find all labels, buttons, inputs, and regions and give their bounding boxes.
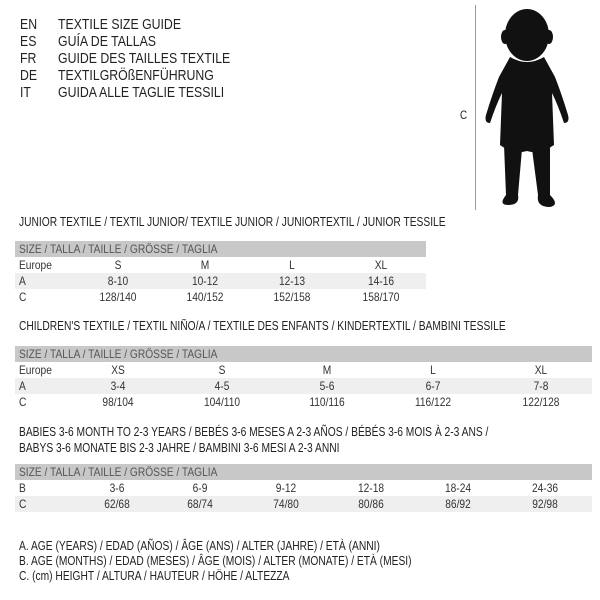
children-size-table: SIZE / TALLA / TAILLE / GRÖSSE / TAGLIA …: [15, 346, 592, 410]
table-cell: 9-12: [275, 481, 297, 495]
table-cell: 4-5: [214, 379, 230, 393]
baby-silhouette-icon: [485, 9, 569, 207]
table-cell: C: [19, 497, 27, 511]
table-cell: 5-6: [319, 379, 335, 393]
table-header: SIZE / TALLA / TAILLE / GRÖSSE / TAGLIA: [15, 241, 426, 257]
table-cell: M: [200, 258, 210, 272]
table-row: B 3-6 6-9 9-12 12-18 18-24 24-36: [15, 480, 592, 496]
table-cell: 80/86: [358, 497, 384, 511]
table-cell: 3-4: [110, 379, 126, 393]
lang-code: ES: [20, 33, 37, 50]
children-title: CHILDREN'S TEXTILE / TEXTIL NIÑO/A / TEX…: [19, 319, 506, 333]
height-label: C: [460, 108, 468, 122]
table-cell: 6-9: [192, 481, 208, 495]
table-cell: 92/98: [532, 497, 558, 511]
height-line: [475, 5, 476, 210]
table-cell: C: [19, 290, 27, 304]
table-row: A 3-4 4-5 5-6 6-7 7-8: [15, 378, 592, 394]
table-cell: 12-13: [278, 274, 306, 288]
table-cell: SIZE / TALLA / TAILLE / GRÖSSE / TAGLIA: [19, 465, 218, 479]
table-cell: 24-36: [531, 481, 559, 495]
table-cell: 18-24: [444, 481, 472, 495]
table-cell: 7-8: [533, 379, 549, 393]
table-row: Europe S M L XL: [15, 257, 426, 273]
junior-title: JUNIOR TEXTILE / TEXTIL JUNIOR/ TEXTILE …: [19, 215, 446, 229]
table-cell: L: [430, 363, 436, 377]
lang-code: EN: [20, 16, 38, 33]
table-cell: 98/104: [102, 395, 134, 409]
table-cell: 122/128: [522, 395, 560, 409]
table-cell: Europe: [19, 363, 52, 377]
legend-c: C. (cm) HEIGHT / ALTURA / HAUTEUR / HÖHE…: [19, 569, 290, 583]
lang-code: IT: [20, 84, 31, 101]
table-row: C 128/140 140/152 152/158 158/170: [15, 289, 426, 305]
table-cell: 8-10: [107, 274, 129, 288]
table-cell: 152/158: [273, 290, 311, 304]
table-cell: L: [289, 258, 295, 272]
lang-title: TEXTILGRÖßENFÜHRUNG: [58, 67, 214, 84]
junior-size-table: SIZE / TALLA / TAILLE / GRÖSSE / TAGLIA …: [15, 241, 426, 305]
table-cell: XL: [534, 363, 548, 377]
table-cell: 14-16: [367, 274, 395, 288]
table-cell: A: [19, 274, 26, 288]
babies-title-line1: BABIES 3-6 MONTH TO 2-3 YEARS / BEBÉS 3-…: [19, 425, 489, 439]
table-cell: B: [19, 481, 26, 495]
lang-title: GUIDA ALLE TAGLIE TESSILI: [58, 84, 225, 101]
legend-b: B. AGE (MONTHS) / EDAD (MESES) / ÂGE (MO…: [19, 554, 412, 568]
table-cell: 140/152: [186, 290, 224, 304]
table-cell: XS: [111, 363, 125, 377]
table-row: Europe XS S M L XL: [15, 362, 592, 378]
table-cell: M: [322, 363, 332, 377]
table-header: SIZE / TALLA / TAILLE / GRÖSSE / TAGLIA: [15, 346, 592, 362]
table-cell: SIZE / TALLA / TAILLE / GRÖSSE / TAGLIA: [19, 242, 218, 256]
legend-a: A. AGE (YEARS) / EDAD (AÑOS) / ÂGE (ANS)…: [19, 539, 380, 553]
table-cell: 128/140: [99, 290, 137, 304]
table-cell: C: [19, 395, 27, 409]
table-cell: 68/74: [187, 497, 213, 511]
table-cell: 74/80: [273, 497, 299, 511]
table-cell: SIZE / TALLA / TAILLE / GRÖSSE / TAGLIA: [19, 347, 218, 361]
lang-title: GUÍA DE TALLAS: [58, 33, 156, 50]
lang-code: DE: [20, 67, 38, 84]
table-cell: XL: [374, 258, 388, 272]
table-cell: 12-18: [357, 481, 385, 495]
table-cell: 3-6: [109, 481, 125, 495]
table-cell: S: [114, 258, 122, 272]
table-cell: 62/68: [104, 497, 130, 511]
lang-title: GUIDE DES TAILLES TEXTILE: [58, 50, 231, 67]
babies-size-table: SIZE / TALLA / TAILLE / GRÖSSE / TAGLIA …: [15, 464, 592, 512]
table-cell: S: [218, 363, 226, 377]
table-cell: 110/116: [309, 395, 345, 409]
table-cell: A: [19, 379, 26, 393]
lang-title: TEXTILE SIZE GUIDE: [58, 16, 182, 33]
table-cell: 6-7: [425, 379, 441, 393]
table-row: C 98/104 104/110 110/116 116/122 122/128: [15, 394, 592, 410]
table-header: SIZE / TALLA / TAILLE / GRÖSSE / TAGLIA: [15, 464, 592, 480]
table-cell: 86/92: [445, 497, 471, 511]
babies-title-line2: BABYS 3-6 MONATE BIS 2-3 JAHRE / BAMBINI…: [19, 441, 340, 455]
table-row: C 62/68 68/74 74/80 80/86 86/92 92/98: [15, 496, 592, 512]
table-cell: 116/122: [414, 395, 452, 409]
table-cell: Europe: [19, 258, 52, 272]
table-cell: 10-12: [191, 274, 219, 288]
table-row: A 8-10 10-12 12-13 14-16: [15, 273, 426, 289]
lang-code: FR: [20, 50, 37, 67]
table-cell: 158/170: [362, 290, 400, 304]
table-cell: 104/110: [203, 395, 241, 409]
